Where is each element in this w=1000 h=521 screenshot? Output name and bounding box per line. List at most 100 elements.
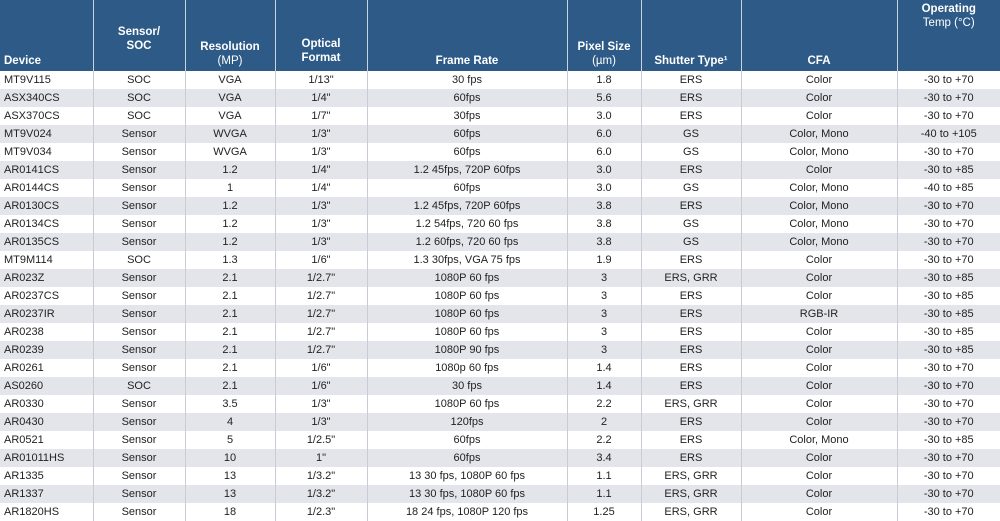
table-header: Device Sensor/SOC Resolution (MP) Optical… <box>0 0 1000 71</box>
cell-optical-format: 1/4" <box>275 161 368 179</box>
cell-optical-format: 1/6" <box>275 359 368 377</box>
cell-shutter-type: ERS <box>641 413 742 431</box>
cell-frame-rate: 60fps <box>367 89 568 107</box>
cell-pixel-size: 3.4 <box>567 449 642 467</box>
cell-pixel-size: 6.0 <box>567 125 642 143</box>
cell-device: ASX370CS <box>0 107 94 125</box>
header-resolution-line1: Resolution <box>200 41 260 53</box>
cell-frame-rate: 60fps <box>367 125 568 143</box>
cell-optical-format: 1/3.2" <box>275 485 368 503</box>
cell-sensor-soc: Sensor <box>93 197 186 215</box>
cell-frame-rate: 60fps <box>367 179 568 197</box>
cell-frame-rate: 30 fps <box>367 377 568 395</box>
cell-frame-rate: 1080P 60 fps <box>367 395 568 413</box>
cell-sensor-soc: Sensor <box>93 323 186 341</box>
cell-cfa: Color <box>741 71 898 89</box>
cell-pixel-size: 3.0 <box>567 107 642 125</box>
cell-optical-format: 1/13" <box>275 71 368 89</box>
header-frame-rate-label: Frame Rate <box>435 55 499 67</box>
header-optical-format-line1: Optical <box>301 38 341 50</box>
cell-frame-rate: 30 fps <box>367 71 568 89</box>
cell-frame-rate: 60fps <box>367 431 568 449</box>
cell-optical-format: 1/6" <box>275 251 368 269</box>
cell-resolution: WVGA <box>185 143 276 161</box>
cell-sensor-soc: Sensor <box>93 359 186 377</box>
cell-cfa: Color, Mono <box>741 215 898 233</box>
table-row: AR0130CS Sensor 1.2 1/3" 1.2 45fps, 720P 60f… <box>0 197 1000 215</box>
cell-device: AR0237CS <box>0 287 94 305</box>
cell-frame-rate: 13 30 fps, 1080P 60 fps <box>367 485 568 503</box>
cell-sensor-soc: Sensor <box>93 233 186 251</box>
cell-frame-rate: 60fps <box>367 143 568 161</box>
cell-cfa: Color <box>741 89 898 107</box>
cell-operating-temp: -30 to +70 <box>923 254 974 266</box>
cell-device: AS0260 <box>0 377 94 395</box>
table-row: AR0237CS Sensor 2.1 1/2.7" 1080P 60 fps 3 ERS C… <box>0 287 1000 305</box>
table-row: AR0141CS Sensor 1.2 1/4" 1.2 45fps, 720P 60f… <box>0 161 1000 179</box>
cell-optical-format: 1/3" <box>275 215 368 233</box>
cell-device: MT9M114 <box>0 251 94 269</box>
cell-optical-format: 1/3" <box>275 233 368 251</box>
cell-cfa: Color <box>741 359 898 377</box>
cell-operating-temp: -30 to +70 <box>897 233 1000 251</box>
cell-resolution: VGA <box>185 71 276 89</box>
table-body: MT9V115 SOC VGA 1/13" 30 fps 1.8 ERS Color -30 t… <box>0 71 1000 521</box>
cell-resolution: 13 <box>185 467 276 485</box>
header-operating-temp-line2: Temp (°C) <box>922 17 975 29</box>
cell-pixel-size: 6.0 <box>567 143 642 161</box>
cell-shutter-type: ERS, GRR <box>641 485 742 503</box>
cell-shutter-type: GS <box>641 125 742 143</box>
cell-sensor-soc: Sensor <box>93 467 186 485</box>
cell-optical-format: 1/2.7" <box>275 323 368 341</box>
cell-device: AR0141CS <box>0 161 94 179</box>
cell-frame-rate: 1080P 90 fps <box>367 341 568 359</box>
cell-shutter-type: ERS, GRR <box>641 503 742 521</box>
cell-resolution: 2.1 <box>185 377 276 395</box>
cell-pixel-size: 3 <box>567 287 642 305</box>
cell-frame-rate: 120fps <box>367 413 568 431</box>
cell-pixel-size: 1.25 <box>567 503 642 521</box>
cell-resolution: 3.5 <box>185 395 276 413</box>
cell-frame-rate: 18 24 fps, 1080P 120 fps <box>367 503 568 521</box>
cell-operating-temp: -30 to +70 <box>923 506 974 518</box>
cell-frame-rate: 1.2 60fps, 720 60 fps <box>367 233 568 251</box>
header-frame-rate: Frame Rate <box>367 0 568 71</box>
cell-operating-temp: -30 to +85 <box>897 269 1000 287</box>
cell-resolution: 1.2 <box>185 161 276 179</box>
cell-pixel-size: 1.1 <box>567 467 642 485</box>
table-row: AR0237IR Sensor 2.1 1/2.7" 1080P 60 fps 3 ERS R… <box>0 305 1000 323</box>
cell-device: AR1337 <box>0 485 94 503</box>
table-row: MT9V115 SOC VGA 1/13" 30 fps 1.8 ERS Color -30 t… <box>0 71 1000 89</box>
header-pixel-size: Pixel Size (µm) <box>567 0 642 71</box>
cell-cfa: RGB-IR <box>741 305 898 323</box>
cell-frame-rate: 13 30 fps, 1080P 60 fps <box>367 467 568 485</box>
cell-device: AR0134CS <box>0 215 94 233</box>
cell-optical-format: 1/3" <box>275 197 368 215</box>
cell-shutter-type: ERS <box>641 377 742 395</box>
cell-cfa: Color, Mono <box>741 431 898 449</box>
header-cfa-label: CFA <box>807 55 831 67</box>
cell-optical-format: 1/3" <box>275 395 368 413</box>
cell-device: AR0238 <box>0 323 94 341</box>
cell-sensor-soc: SOC <box>93 251 186 269</box>
cell-resolution: VGA <box>185 107 276 125</box>
header-optical-format: Optical Format <box>275 0 368 71</box>
cell-cfa: Color <box>741 269 898 287</box>
table-row: AR0144CS Sensor 1 1/4" 60fps 3.0 GS Color, Mono… <box>0 179 1000 197</box>
cell-cfa: Color, Mono <box>741 179 898 197</box>
table-row: AR0330 Sensor 3.5 1/3" 1080P 60 fps 2.2 ERS, G… <box>0 395 1000 413</box>
cell-pixel-size: 1.8 <box>567 71 642 89</box>
cell-resolution: 1.2 <box>185 197 276 215</box>
cell-resolution: 13 <box>185 485 276 503</box>
cell-operating-temp: -30 to +70 <box>923 74 974 86</box>
cell-sensor-soc: Sensor <box>93 503 186 521</box>
cell-sensor-soc: Sensor <box>93 395 186 413</box>
cell-shutter-type: ERS <box>641 287 742 305</box>
cell-optical-format: 1/3" <box>275 413 368 431</box>
cell-device: AR1335 <box>0 467 94 485</box>
cell-resolution: 4 <box>185 413 276 431</box>
cell-pixel-size: 2 <box>567 413 642 431</box>
cell-shutter-type: ERS <box>641 359 742 377</box>
cell-device: ASX340CS <box>0 89 94 107</box>
